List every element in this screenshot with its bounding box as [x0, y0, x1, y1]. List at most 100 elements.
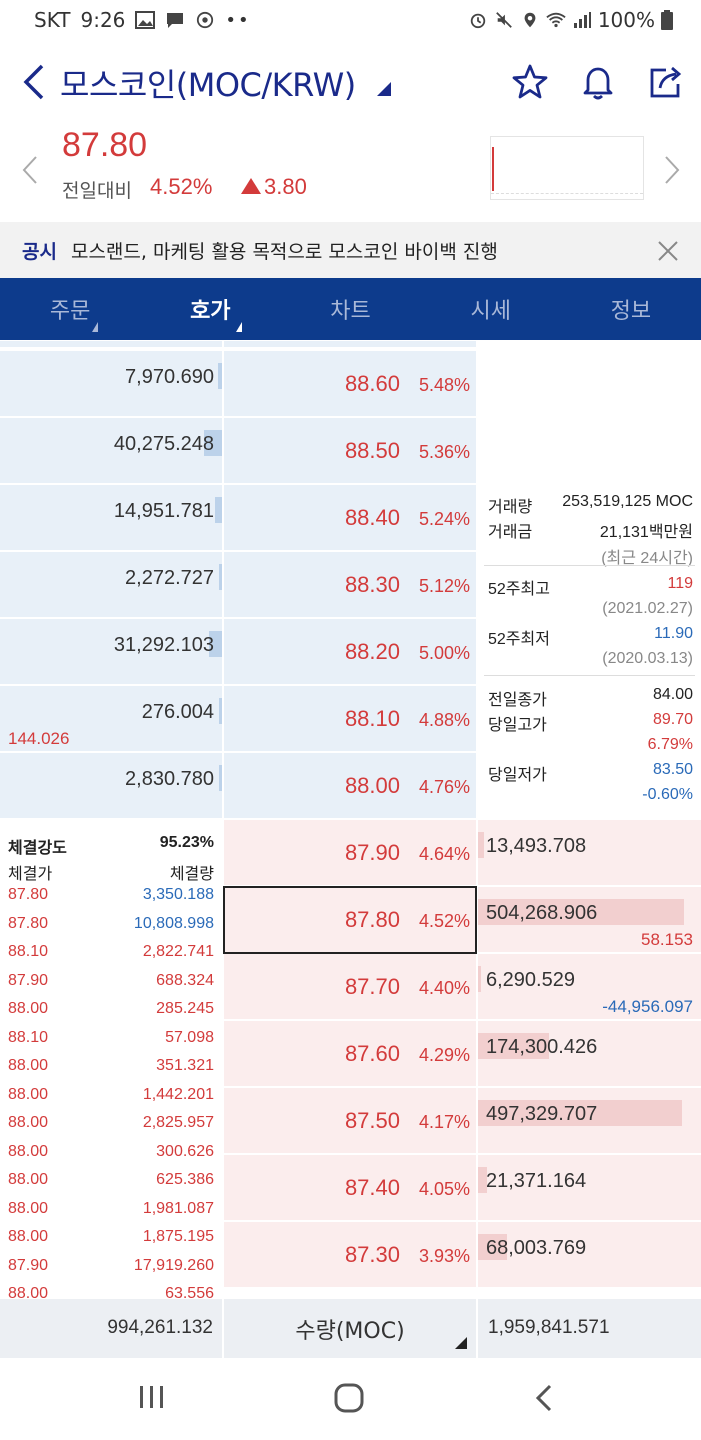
- tick-qty: 63.556: [165, 1285, 214, 1299]
- share-icon[interactable]: [646, 62, 686, 102]
- tick-price-header: 체결가: [8, 866, 53, 883]
- page-title[interactable]: 모스코인(MOC/KRW): [60, 66, 356, 104]
- system-nav-bar: [0, 1358, 701, 1440]
- mini-price-chart[interactable]: [490, 136, 644, 200]
- bid-price-cell[interactable]: 87.80 4.52%: [224, 887, 476, 952]
- ask-row[interactable]: 2,830.780 88.00 4.76%: [0, 753, 701, 818]
- bid-price: 87.40: [344, 1175, 400, 1200]
- bid-row[interactable]: 87.50 4.17% 497,329.707: [0, 1088, 701, 1153]
- favorite-star-icon[interactable]: [510, 62, 550, 102]
- ask-row[interactable]: 40,275.248 88.50 5.36%: [0, 418, 701, 483]
- tick-qty: 351.321: [156, 1057, 214, 1074]
- tick-price: 87.80: [8, 914, 49, 932]
- bid-price-cell[interactable]: 87.60 4.29%: [224, 1021, 476, 1086]
- alarm-icon: [470, 13, 486, 29]
- ask-price-cell[interactable]: 88.10 4.88%: [224, 686, 476, 751]
- tab-dropdown-icon[interactable]: [236, 322, 243, 332]
- tab-2[interactable]: 차트: [280, 278, 420, 340]
- bid-price-cell[interactable]: 87.70 4.40%: [224, 954, 476, 1019]
- ask-price-cell[interactable]: 88.00 4.76%: [224, 753, 476, 818]
- ask-volume-bar: [219, 564, 222, 590]
- notice-text[interactable]: 모스랜드, 마케팅 활용 목적으로 모스코인 바이백 진행: [70, 240, 498, 263]
- home-icon[interactable]: [333, 1382, 365, 1414]
- tab-4[interactable]: 정보: [561, 278, 701, 340]
- ask-price-cell[interactable]: 88.60 5.48%: [224, 351, 476, 416]
- bid-volume-cell: 68,003.769: [478, 1222, 701, 1287]
- wifi-icon: [546, 12, 566, 28]
- ask-volume-cell: 40,275.248: [0, 418, 222, 483]
- tab-0[interactable]: 주문: [0, 278, 140, 340]
- back-arrow-icon[interactable]: [18, 62, 48, 102]
- bid-row[interactable]: 87.30 3.93% 68,003.769: [0, 1222, 701, 1287]
- strength-value: 95.23%: [159, 834, 214, 851]
- price-header: 87.80 전일대비 4.52% 3.80: [0, 120, 701, 220]
- bid-row[interactable]: 87.80 4.52% 504,268.906 58.153: [0, 887, 701, 952]
- footer-divider: [222, 1299, 224, 1358]
- bid-price-cell[interactable]: 87.30 3.93%: [224, 1222, 476, 1287]
- ask-price-percent: 5.24%: [418, 509, 470, 529]
- ask-row[interactable]: 2,272.727 88.30 5.12%: [0, 552, 701, 617]
- next-coin-chevron-icon[interactable]: [662, 155, 682, 185]
- tick-price: 88.10: [8, 1028, 49, 1046]
- trade-ticks-panel: 체결강도 95.23% 체결가 체결량 87.80 3,350.188 87.80 10,80…: [0, 820, 222, 1299]
- unit-selector[interactable]: 수량(MOC): [295, 1319, 405, 1344]
- bid-row[interactable]: 87.70 4.40% 6,290.529 -44,956.097: [0, 954, 701, 1019]
- unit-dropdown-icon[interactable]: [455, 1337, 467, 1349]
- ask-volume: 7,970.690: [125, 366, 214, 388]
- notice-bar[interactable]: 공시 모스랜드, 마케팅 활용 목적으로 모스코인 바이백 진행: [0, 222, 701, 278]
- tab-dropdown-icon[interactable]: [92, 322, 98, 332]
- bid-price-cell[interactable]: 87.90 4.64%: [224, 820, 476, 885]
- chrome-icon: [197, 11, 214, 29]
- ask-volume-bar: [219, 765, 222, 791]
- bid-total-volume: 1,959,841.571: [488, 1317, 610, 1338]
- title-dropdown-icon[interactable]: [377, 82, 391, 96]
- bid-volume-cell: 6,290.529 -44,956.097: [478, 954, 701, 1019]
- recent-apps-icon[interactable]: [138, 1382, 166, 1412]
- ask-row[interactable]: 276.004 144.026 88.10 4.88%: [0, 686, 701, 751]
- mini-chart-line: [492, 147, 494, 191]
- low-52w-value: 11.90: [654, 625, 693, 642]
- tick-price: 88.00: [8, 1285, 49, 1299]
- ask-price-cell[interactable]: 88.50 5.36%: [224, 418, 476, 483]
- ask-row[interactable]: 31,292.103 88.20 5.00%: [0, 619, 701, 684]
- tick-qty-header: 체결량: [169, 866, 214, 883]
- bid-price-cell[interactable]: 87.50 4.17%: [224, 1088, 476, 1153]
- tick-row: 88.00 1,875.195: [0, 1228, 222, 1256]
- bid-price: 87.50: [344, 1108, 400, 1133]
- tab-1[interactable]: 호가: [140, 278, 280, 340]
- ask-row[interactable]: 7,970.690 88.60 5.48%: [0, 351, 701, 416]
- ask-price: 88.10: [344, 706, 400, 731]
- close-icon[interactable]: [657, 240, 679, 262]
- ask-price-cell[interactable]: 88.40 5.24%: [224, 485, 476, 550]
- ask-row[interactable]: 14,951.781 88.40 5.24%: [0, 485, 701, 550]
- bid-price-cell[interactable]: 87.40 4.05%: [224, 1155, 476, 1220]
- ask-price-cell[interactable]: 88.30 5.12%: [224, 552, 476, 617]
- bell-icon[interactable]: [578, 62, 618, 102]
- tick-row: 88.00 1,981.087: [0, 1200, 222, 1228]
- market-info-panel: 거래량 253,519,125 MOC 거래금 21,131백만원 (최근 24시간) 5…: [478, 485, 701, 820]
- bid-price: 87.80: [344, 907, 400, 932]
- bid-price-percent: 4.52%: [418, 911, 470, 931]
- tick-row: 88.00 2,825.957: [0, 1114, 222, 1142]
- bid-row[interactable]: 87.90 4.64% 13,493.708: [0, 820, 701, 885]
- ask-volume-change: 144.026: [8, 729, 70, 748]
- day-low-label: 당일저가: [488, 767, 547, 784]
- ask-price-cell[interactable]: 88.20 5.00%: [224, 619, 476, 684]
- ask-price-percent: 4.88%: [418, 710, 470, 730]
- current-price-highlight: [223, 886, 477, 954]
- tick-qty: 300.626: [156, 1142, 214, 1160]
- bid-row[interactable]: 87.40 4.05% 21,371.164: [0, 1155, 701, 1220]
- bid-volume-bar: [478, 1033, 549, 1059]
- bid-volume: 174,300.426: [486, 1036, 598, 1058]
- bid-row[interactable]: 87.60 4.29% 174,300.426: [0, 1021, 701, 1086]
- bid-volume: 21,371.164: [486, 1170, 587, 1192]
- status-bar: SKT 9:26 •• 100%: [0, 0, 701, 40]
- high-52w-date: (2021.02.27): [602, 600, 693, 617]
- bid-volume-bar: [478, 1100, 682, 1126]
- ask-volume: 31,292.103: [113, 634, 214, 656]
- prev-coin-chevron-icon[interactable]: [20, 155, 40, 185]
- back-nav-icon[interactable]: [532, 1382, 556, 1414]
- tick-price: 88.00: [8, 1228, 49, 1245]
- tab-3[interactable]: 시세: [421, 278, 561, 340]
- bid-price-percent: 4.40%: [418, 978, 470, 998]
